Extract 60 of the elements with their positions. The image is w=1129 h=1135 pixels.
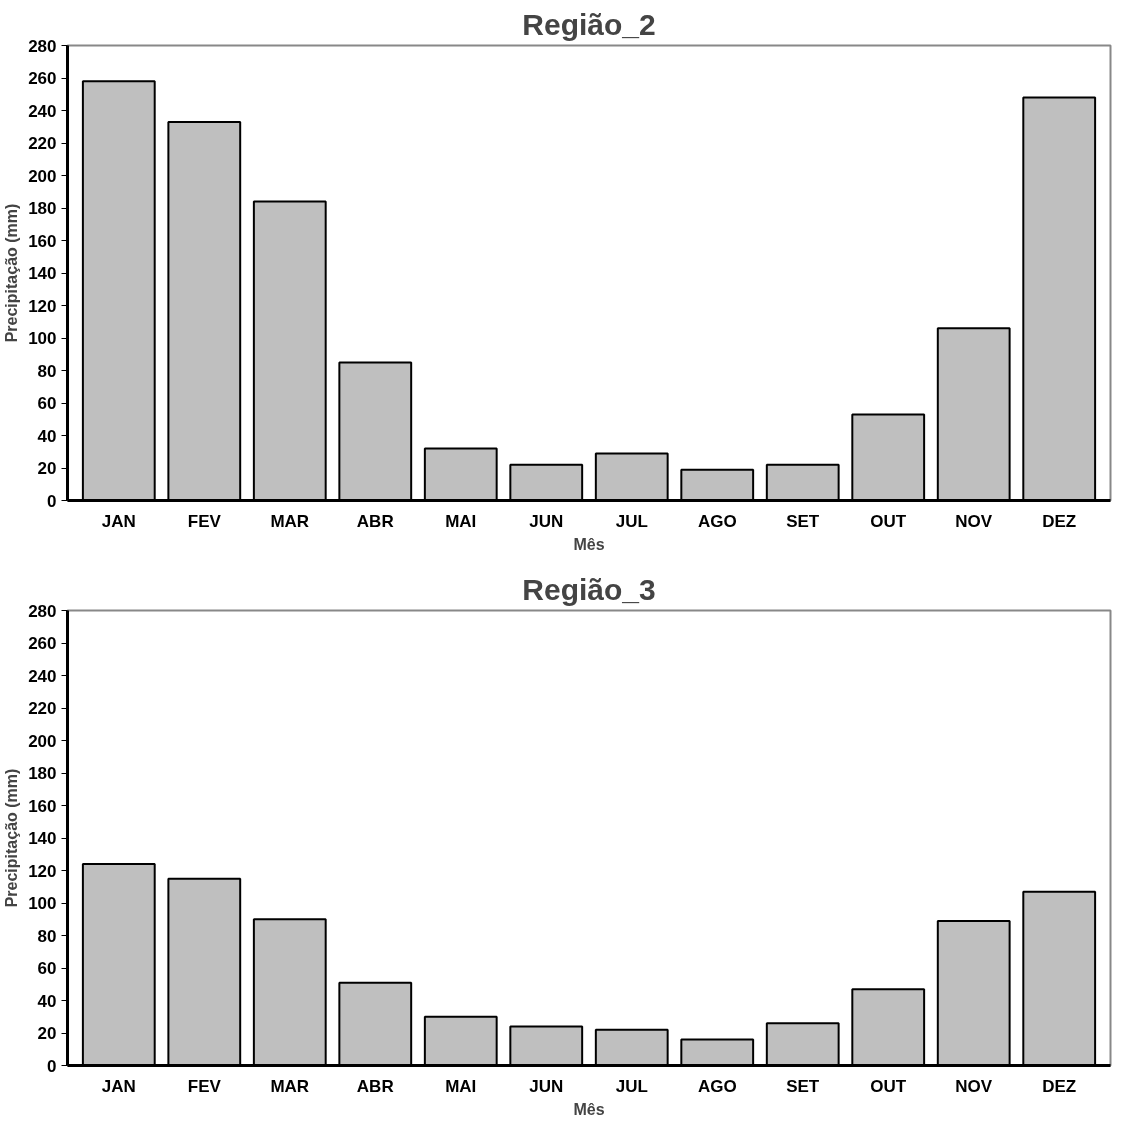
- y-tick-label: 180: [28, 764, 57, 783]
- x-tick-label: ABR: [356, 511, 394, 531]
- chart-title: Região_2: [522, 7, 656, 41]
- y-tick-label: 260: [28, 69, 57, 88]
- chart-title: Região_3: [522, 572, 656, 606]
- x-tick-label: MAI: [445, 511, 477, 531]
- x-tick-label: MAI: [445, 1076, 477, 1096]
- x-axis-title: Mês: [573, 1100, 605, 1118]
- x-tick-label: NOV: [955, 511, 993, 531]
- y-tick-label: 20: [37, 459, 57, 478]
- y-tick-label: 180: [28, 199, 57, 218]
- x-tick-label: MAR: [270, 1076, 310, 1096]
- y-tick-label: 60: [37, 394, 57, 413]
- y-tick-label: 240: [28, 101, 57, 121]
- x-tick-label: AGO: [697, 1076, 737, 1096]
- y-tick-label: 40: [37, 426, 57, 446]
- y-tick-label: 140: [28, 829, 57, 848]
- y-tick-label: 160: [28, 796, 57, 816]
- x-tick-label: FEV: [187, 1076, 222, 1096]
- y-tick-label: 100: [28, 329, 57, 348]
- x-axis-title: Mês: [573, 535, 605, 553]
- y-tick-label: 80: [37, 926, 57, 946]
- y-tick-label: 280: [28, 601, 57, 621]
- y-tick-label: 220: [28, 699, 57, 718]
- x-tick-label: MAR: [270, 511, 310, 531]
- x-tick-label: ABR: [356, 1076, 394, 1096]
- x-tick-label: OUT: [870, 511, 907, 531]
- x-tick-label: JUL: [615, 1076, 648, 1096]
- x-tick-label: NOV: [955, 1076, 993, 1096]
- y-axis-title: Precipitação (mm): [3, 203, 21, 343]
- x-tick-label: SET: [786, 511, 820, 531]
- x-tick-label: AGO: [697, 511, 737, 531]
- y-tick-label: 20: [37, 1024, 57, 1043]
- y-tick-label: 240: [28, 666, 57, 686]
- y-tick-label: 80: [37, 361, 57, 381]
- y-tick-label: 280: [28, 36, 57, 56]
- x-tick-label: JUN: [529, 1076, 564, 1096]
- x-tick-label: JUL: [615, 511, 648, 531]
- x-tick-label: JAN: [101, 1076, 136, 1096]
- y-tick-label: 260: [28, 634, 57, 653]
- y-tick-label: 160: [28, 231, 57, 251]
- y-tick-label: 40: [37, 991, 57, 1011]
- y-tick-label: 140: [28, 264, 57, 283]
- y-tick-label: 60: [37, 959, 57, 978]
- y-tick-label: 200: [28, 731, 57, 751]
- y-tick-label: 200: [28, 166, 57, 186]
- x-tick-label: JAN: [101, 511, 136, 531]
- y-tick-label: 0: [47, 491, 57, 511]
- y-tick-label: 120: [28, 296, 57, 316]
- x-tick-label: JUN: [529, 511, 564, 531]
- x-tick-label: DEZ: [1042, 511, 1077, 531]
- x-tick-label: SET: [786, 1076, 820, 1096]
- y-axis-title: Precipitação (mm): [3, 768, 21, 908]
- x-tick-label: OUT: [870, 1076, 907, 1096]
- x-tick-label: DEZ: [1042, 1076, 1077, 1096]
- x-tick-label: FEV: [187, 511, 222, 531]
- y-tick-label: 220: [28, 134, 57, 153]
- y-tick-label: 120: [28, 861, 57, 881]
- y-tick-label: 0: [47, 1056, 57, 1076]
- y-tick-label: 100: [28, 894, 57, 913]
